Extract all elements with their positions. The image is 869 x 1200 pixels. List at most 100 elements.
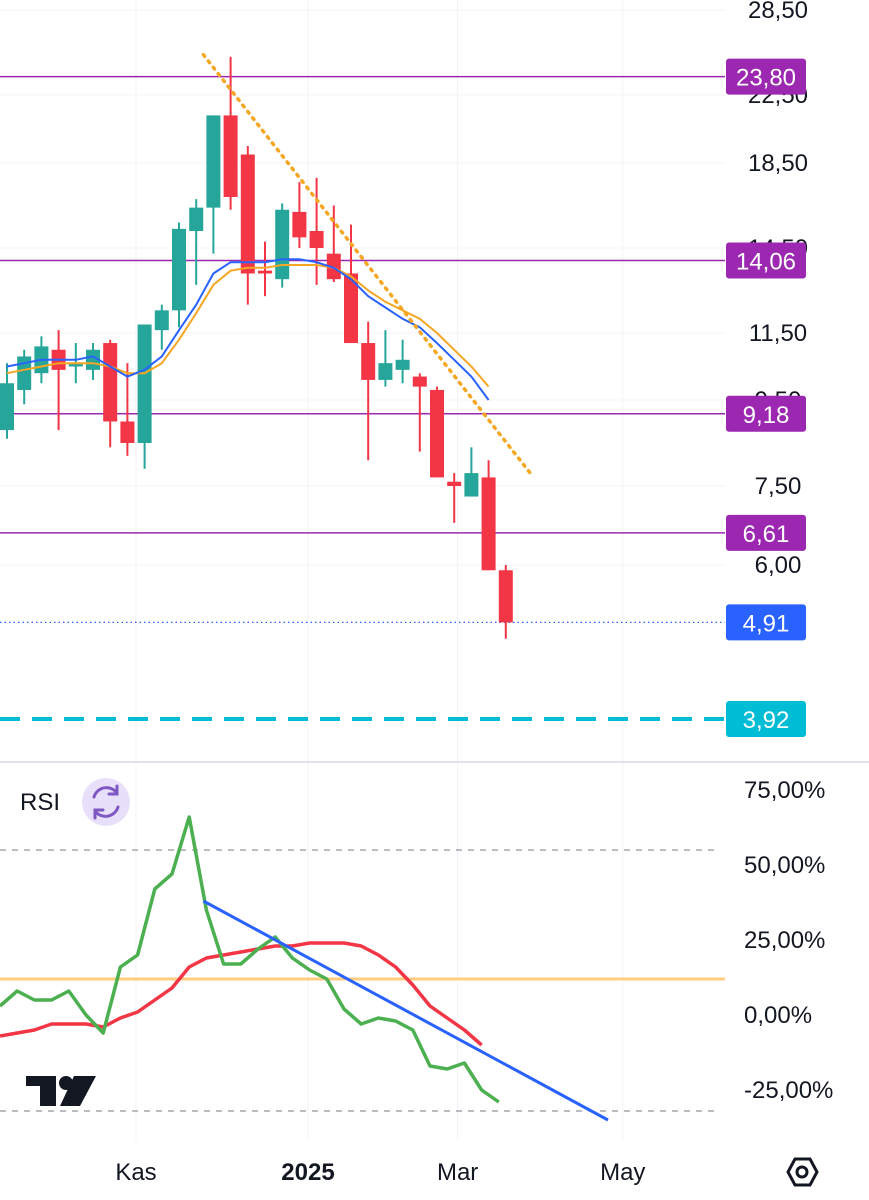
candle (154, 304, 169, 350)
descending-trendline[interactable] (201, 53, 532, 475)
ema-fast-line (6, 258, 490, 401)
rsi-tick-label: 50,00% (744, 852, 825, 879)
candle-body (326, 253, 341, 280)
candle-body (240, 154, 255, 274)
candle-body (137, 324, 152, 443)
candle (172, 222, 186, 328)
last-price-badge-bg (726, 604, 806, 641)
candle-body (206, 115, 221, 208)
level-badge-3-label: 6,61 (743, 521, 790, 548)
level-badge-0-label: 23,80 (736, 65, 796, 92)
candle (378, 330, 393, 387)
candle (17, 349, 32, 405)
price-tick-label: 7,50 (755, 473, 802, 500)
candle (430, 386, 444, 478)
candle-body (412, 376, 427, 387)
candle-body (0, 383, 14, 431)
level-badge-3[interactable]: 6,61 (726, 514, 806, 551)
rsi-pane (0, 815, 725, 1122)
price-tick-label: 18,50 (748, 150, 808, 177)
target-badge[interactable]: 3,92 (726, 701, 806, 737)
horizontal-levels (0, 75, 725, 721)
last-price-badge-label: 4,91 (743, 610, 790, 637)
candle-body (258, 270, 272, 274)
rsi-tick-label: 25,00% (744, 927, 825, 954)
rsi-badge-bg (82, 778, 130, 826)
rsi-tick-label: 0,00% (744, 1002, 812, 1029)
candle-body (103, 343, 118, 422)
candle (498, 565, 513, 639)
candle (120, 363, 135, 456)
time-tick-label: May (600, 1159, 645, 1186)
candle (292, 182, 307, 248)
target-badge-bg (726, 701, 806, 737)
level-badge-2-bg (726, 395, 806, 432)
level-badge-0[interactable]: 23,80 (726, 58, 806, 95)
level-badge-3-bg (726, 514, 806, 551)
candle-body (189, 207, 204, 231)
candles (0, 56, 513, 639)
candle (137, 324, 152, 469)
level-badge-1[interactable]: 14,06 (726, 242, 806, 279)
candle (51, 330, 66, 431)
candle-body (447, 481, 462, 486)
candle-body (154, 310, 169, 331)
settings-hexagon-icon[interactable] (786, 1157, 819, 1187)
candle (464, 447, 479, 497)
candle (412, 373, 427, 452)
rsi-settings-badge[interactable] (82, 778, 130, 826)
candle-body (292, 211, 307, 238)
price-tick-label: 11,50 (749, 320, 807, 347)
candle-body (309, 231, 324, 248)
rsi-trendline[interactable] (202, 899, 609, 1122)
candle-body (464, 473, 479, 497)
candle-body (120, 421, 135, 443)
candle-body (498, 570, 513, 623)
target-badge-label: 3,92 (743, 707, 790, 734)
refresh-cycle-icon (92, 784, 120, 820)
candle-body (275, 209, 290, 280)
level-badge-2[interactable]: 9,18 (726, 395, 806, 432)
tradingview-logo[interactable] (26, 1076, 96, 1106)
candle-body (344, 273, 358, 344)
level-badge-2-label: 9,18 (743, 402, 790, 429)
candle (103, 339, 118, 448)
candle-body (223, 115, 238, 197)
rsi-title: RSI (20, 789, 60, 816)
candle-body (481, 477, 496, 571)
candle (481, 460, 496, 571)
time-tick-label: 2025 (281, 1159, 334, 1186)
candle (223, 56, 238, 210)
candle-body (378, 363, 393, 380)
candle (258, 241, 272, 297)
rsi-axis: 75,00% 50,00% 25,00% 0,00% -25,00% (744, 777, 833, 1104)
candle (86, 343, 100, 380)
candle (206, 115, 221, 254)
price-badges: 23,80 14,06 9,18 6,61 4,91 3,92 (726, 58, 806, 737)
last-price-badge[interactable]: 4,91 (726, 604, 806, 641)
candle-body (395, 359, 410, 370)
time-tick-label: Mar (437, 1159, 478, 1186)
candle (275, 203, 290, 288)
price-trendline[interactable] (201, 53, 532, 475)
level-badge-0-bg (726, 58, 806, 95)
price-tick-label: 6,00 (755, 552, 802, 579)
time-tick-label: Kas (115, 1159, 156, 1186)
candle-body (430, 389, 444, 478)
moving-averages (6, 258, 490, 401)
level-badge-1-bg (726, 242, 806, 279)
candle (326, 205, 341, 282)
rsi-tick-label: 75,00% (744, 777, 825, 804)
candle (309, 177, 324, 285)
rsi-line (0, 815, 500, 1104)
candle (240, 146, 255, 305)
candle (395, 339, 410, 384)
candle-body (68, 363, 83, 367)
ema-slow-line (6, 264, 490, 388)
candle (447, 473, 462, 523)
candle (189, 199, 204, 285)
rsi-ma-line (0, 941, 483, 1047)
candle (361, 321, 376, 461)
